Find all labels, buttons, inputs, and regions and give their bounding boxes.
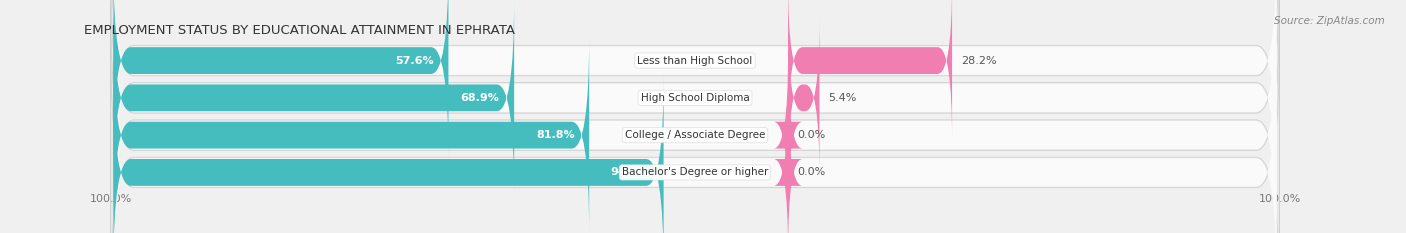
FancyBboxPatch shape: [111, 0, 1279, 194]
FancyBboxPatch shape: [111, 1, 1279, 233]
Text: 94.6%: 94.6%: [610, 168, 650, 177]
Text: Less than High School: Less than High School: [637, 56, 752, 65]
FancyBboxPatch shape: [773, 93, 803, 233]
FancyBboxPatch shape: [114, 0, 1277, 214]
Text: 28.2%: 28.2%: [960, 56, 997, 65]
Text: 81.8%: 81.8%: [536, 130, 575, 140]
FancyBboxPatch shape: [787, 0, 952, 140]
FancyBboxPatch shape: [114, 0, 449, 159]
Text: EMPLOYMENT STATUS BY EDUCATIONAL ATTAINMENT IN EPHRATA: EMPLOYMENT STATUS BY EDUCATIONAL ATTAINM…: [84, 24, 516, 37]
FancyBboxPatch shape: [111, 0, 1279, 232]
FancyBboxPatch shape: [111, 39, 1279, 233]
FancyBboxPatch shape: [114, 19, 1277, 233]
Text: College / Associate Degree: College / Associate Degree: [624, 130, 765, 140]
Text: High School Diploma: High School Diploma: [641, 93, 749, 103]
Text: 68.9%: 68.9%: [461, 93, 499, 103]
FancyBboxPatch shape: [114, 74, 664, 233]
FancyBboxPatch shape: [773, 55, 803, 215]
Text: 57.6%: 57.6%: [395, 56, 434, 65]
Text: 0.0%: 0.0%: [797, 168, 825, 177]
FancyBboxPatch shape: [787, 18, 820, 178]
Text: 5.4%: 5.4%: [828, 93, 856, 103]
FancyBboxPatch shape: [114, 56, 1277, 233]
FancyBboxPatch shape: [114, 0, 515, 196]
Text: Source: ZipAtlas.com: Source: ZipAtlas.com: [1274, 16, 1385, 26]
FancyBboxPatch shape: [114, 0, 1277, 177]
Text: Bachelor's Degree or higher: Bachelor's Degree or higher: [621, 168, 768, 177]
Text: 0.0%: 0.0%: [797, 130, 825, 140]
Legend: In Labor Force, Unemployed: In Labor Force, Unemployed: [516, 230, 728, 233]
FancyBboxPatch shape: [114, 37, 589, 233]
